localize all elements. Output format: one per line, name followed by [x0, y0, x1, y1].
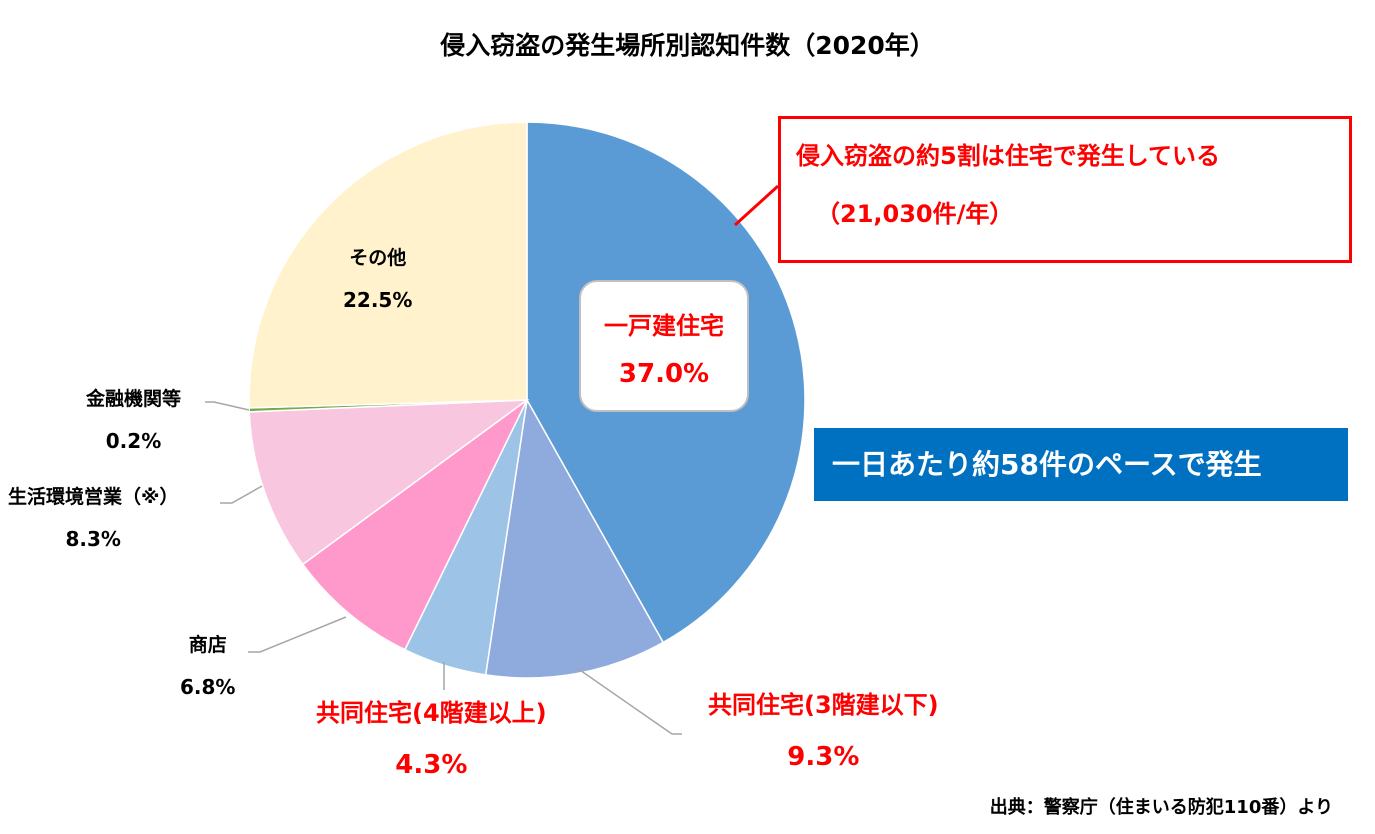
- slice-name: 共同住宅(4階建以上): [316, 699, 547, 727]
- slice-label-detached-house: 一戸建住宅 37.0%: [579, 280, 749, 412]
- slice-label-store: 商店 6.8%: [180, 630, 235, 699]
- slice-value: 8.3%: [65, 527, 121, 551]
- slice-value: 9.3%: [787, 742, 860, 772]
- leader-financial: [205, 401, 250, 411]
- leader-service-business: [220, 485, 263, 504]
- slice-name: 生活環境営業（※）: [8, 486, 179, 508]
- slice-label-apartment-low: 共同住宅(3階建以下) 9.3%: [708, 685, 939, 772]
- slice-name: 一戸建住宅: [604, 312, 724, 340]
- slice-label-apartment-high: 共同住宅(4階建以上) 4.3%: [316, 693, 547, 780]
- pie-slice-4: [248, 399, 530, 566]
- pie-slice-6: [248, 121, 528, 409]
- callout-line-2: （21,030件/年）: [816, 200, 1014, 228]
- slice-name: 金融機関等: [86, 388, 182, 410]
- slice-name: 共同住宅(3階建以下): [708, 691, 939, 719]
- slice-value: 37.0%: [618, 359, 710, 389]
- pie-slice-3: [301, 399, 528, 651]
- leader-store: [248, 616, 347, 653]
- slice-label-financial: 金融機関等 0.2%: [86, 384, 181, 453]
- slice-label-other: その他 22.5%: [343, 243, 412, 312]
- slice-value: 22.5%: [343, 288, 413, 312]
- leader-lines: [205, 184, 780, 735]
- callout-pointer: [733, 184, 780, 227]
- callout-box: 侵入窃盗の約5割は住宅で発生している （21,030件/年）: [778, 116, 1352, 263]
- source-note: 出典：警察庁（住まいる防犯110番）より: [989, 797, 1333, 818]
- slice-name: その他: [349, 247, 407, 269]
- slice-name: 商店: [188, 634, 227, 656]
- callout-line-1: 侵入窃盗の約5割は住宅で発生している: [796, 142, 1220, 170]
- slice-value: 0.2%: [105, 429, 162, 453]
- slice-value: 4.3%: [395, 750, 468, 780]
- chart-title: 侵入窃盗の発生場所別認知件数（2020年）: [440, 31, 935, 60]
- slice-label-service-business: 生活環境営業（※） 8.3%: [8, 482, 178, 551]
- daily-rate-banner: 一日あたり約58件のペースで発生: [814, 428, 1348, 501]
- slice-value: 6.8%: [180, 675, 236, 699]
- pie-slice-1: [484, 397, 665, 679]
- leader-apartment-low: [576, 667, 682, 735]
